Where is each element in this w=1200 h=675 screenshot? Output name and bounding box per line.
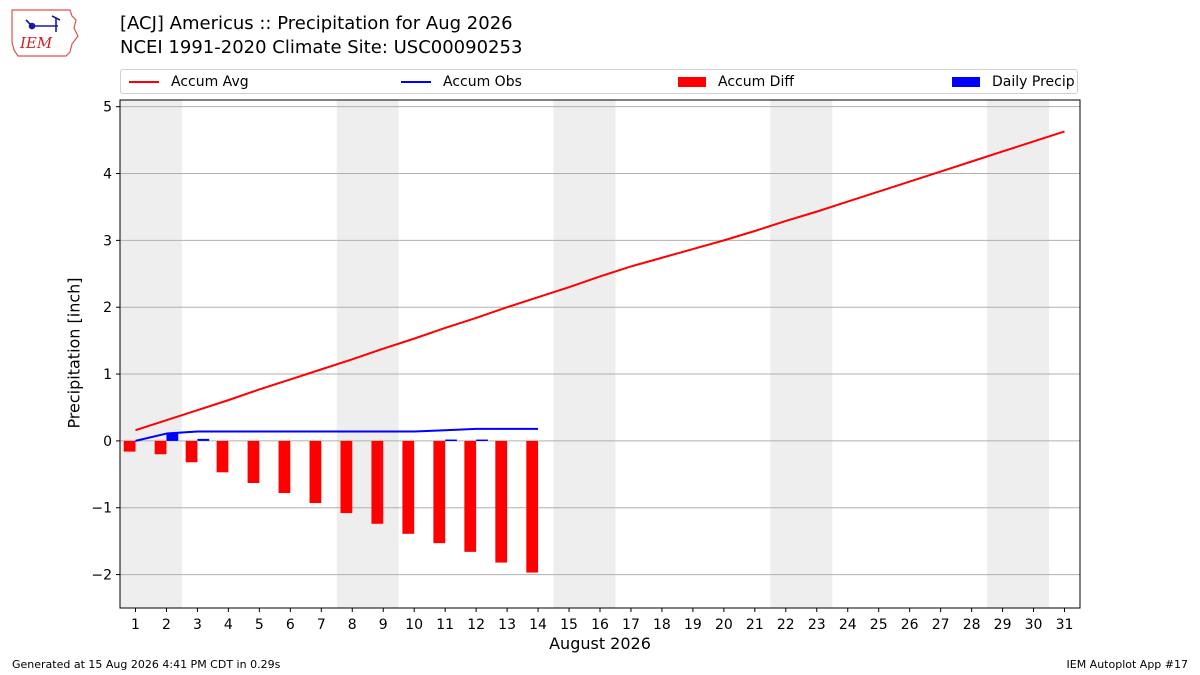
- weekend-shade-1: [120, 100, 182, 608]
- accum-diff-bar: [464, 440, 477, 552]
- legend: Accum Avg Accum Obs Accum Diff Daily Pre…: [120, 69, 1078, 94]
- x-tick-label: 14: [529, 617, 547, 633]
- accum-diff-bar: [216, 440, 229, 473]
- accum-avg-line: [135, 130, 1065, 432]
- x-tick-label: 9: [379, 617, 388, 633]
- accum-diff-bar: [154, 440, 167, 455]
- chart-title: [ACJ] Americus :: Precipitation for Aug …: [120, 12, 522, 60]
- generated-timestamp: Generated at 15 Aug 2026 4:41 PM CDT in …: [12, 658, 281, 671]
- legend-item-accum-obs: Accum Obs: [401, 70, 522, 93]
- accum-diff-bar: [371, 440, 384, 524]
- legend-label-accum-obs: Accum Obs: [443, 73, 522, 90]
- x-tick-label: 18: [653, 617, 671, 633]
- weekend-shade-15: [553, 100, 616, 608]
- x-tick-label: 31: [1056, 617, 1074, 633]
- y-tick-label: 0: [103, 434, 112, 450]
- y-tick-label: 1: [103, 367, 112, 383]
- accum-diff-bar: [340, 440, 353, 514]
- y-tick-label: 3: [103, 233, 112, 249]
- x-tick-label: 5: [255, 617, 264, 633]
- x-tick-label: 27: [932, 617, 950, 633]
- x-tick-label: 29: [994, 617, 1012, 633]
- x-tick-label: 20: [715, 617, 733, 633]
- x-tick-label: 30: [1025, 617, 1043, 633]
- x-tick-label: 19: [684, 617, 702, 633]
- logo-text: IEM: [19, 34, 53, 52]
- iem-logo: IEM: [11, 9, 79, 57]
- accum-diff-bar: [123, 440, 136, 452]
- x-tick-label: 21: [746, 617, 764, 633]
- x-tick-label: 24: [839, 617, 857, 633]
- legend-item-accum-diff: Accum Diff: [678, 70, 794, 93]
- iowa-outline: [11, 9, 79, 57]
- accum-diff-bar: [433, 440, 446, 544]
- x-tick-label: 25: [870, 617, 888, 633]
- accum-diff-bar: [185, 440, 198, 463]
- daily-precip-bar: [197, 438, 210, 441]
- daily-precip-bar: [445, 439, 457, 442]
- plot-frame: [119, 99, 1081, 609]
- legend-swatch-daily-precip: [952, 76, 980, 87]
- y-axis-label: Precipitation [inch]: [64, 277, 84, 429]
- x-tick-label: 28: [963, 617, 981, 633]
- x-tick-label: 11: [436, 617, 454, 633]
- legend-item-accum-avg: Accum Avg: [129, 70, 249, 93]
- x-tick-label: 3: [193, 617, 202, 633]
- y-tick-label: 5: [103, 100, 112, 116]
- x-tick-label: 26: [901, 617, 919, 633]
- accum-diff-bar: [402, 440, 415, 534]
- legend-label-daily-precip: Daily Precip: [992, 73, 1075, 90]
- accum-diff-bar: [526, 440, 539, 573]
- x-tick-label: 23: [808, 617, 826, 633]
- y-tick-label: −2: [91, 568, 112, 584]
- app-credit: IEM Autoplot App #17: [1066, 658, 1189, 671]
- x-tick-label: 2: [162, 617, 171, 633]
- daily-precip-bar: [166, 433, 179, 441]
- legend-item-daily-precip: Daily Precip: [952, 70, 1075, 93]
- legend-swatch-accum-obs: [401, 80, 431, 83]
- accum-diff-bar: [278, 440, 291, 494]
- x-tick-label: 17: [622, 617, 640, 633]
- weekend-shade-29: [987, 100, 1050, 608]
- accum-obs-line: [135, 427, 539, 442]
- y-tick-label: 2: [103, 300, 112, 316]
- accum-diff-bar: [309, 440, 322, 504]
- x-tick-label: 7: [317, 617, 326, 633]
- x-tick-label: 12: [467, 617, 485, 633]
- title-line-2: NCEI 1991-2020 Climate Site: USC00090253: [120, 37, 523, 58]
- x-tick-label: 4: [224, 617, 233, 633]
- x-tick-label: 16: [591, 617, 609, 633]
- daily-precip-bar: [476, 439, 488, 442]
- x-tick-label: 13: [498, 617, 516, 633]
- title-line-1: [ACJ] Americus :: Precipitation for Aug …: [120, 13, 513, 34]
- legend-label-accum-avg: Accum Avg: [171, 73, 249, 90]
- weather-station-icon: [25, 15, 61, 32]
- x-tick-label: 1: [131, 617, 140, 633]
- legend-swatch-accum-avg: [129, 80, 159, 83]
- weekend-shade-22: [770, 100, 833, 608]
- x-tick-label: 10: [405, 617, 423, 633]
- x-axis-label: August 2026: [549, 634, 651, 653]
- x-tick-label: 8: [348, 617, 357, 633]
- legend-swatch-accum-diff: [678, 76, 706, 87]
- accum-diff-bar: [247, 440, 260, 484]
- x-tick-label: 22: [777, 617, 795, 633]
- legend-label-accum-diff: Accum Diff: [718, 73, 795, 90]
- x-tick-label: 6: [286, 617, 295, 633]
- accum-diff-bar: [495, 440, 508, 563]
- y-tick-label: −1: [91, 501, 112, 517]
- y-tick-label: 4: [103, 167, 112, 183]
- x-tick-label: 15: [560, 617, 578, 633]
